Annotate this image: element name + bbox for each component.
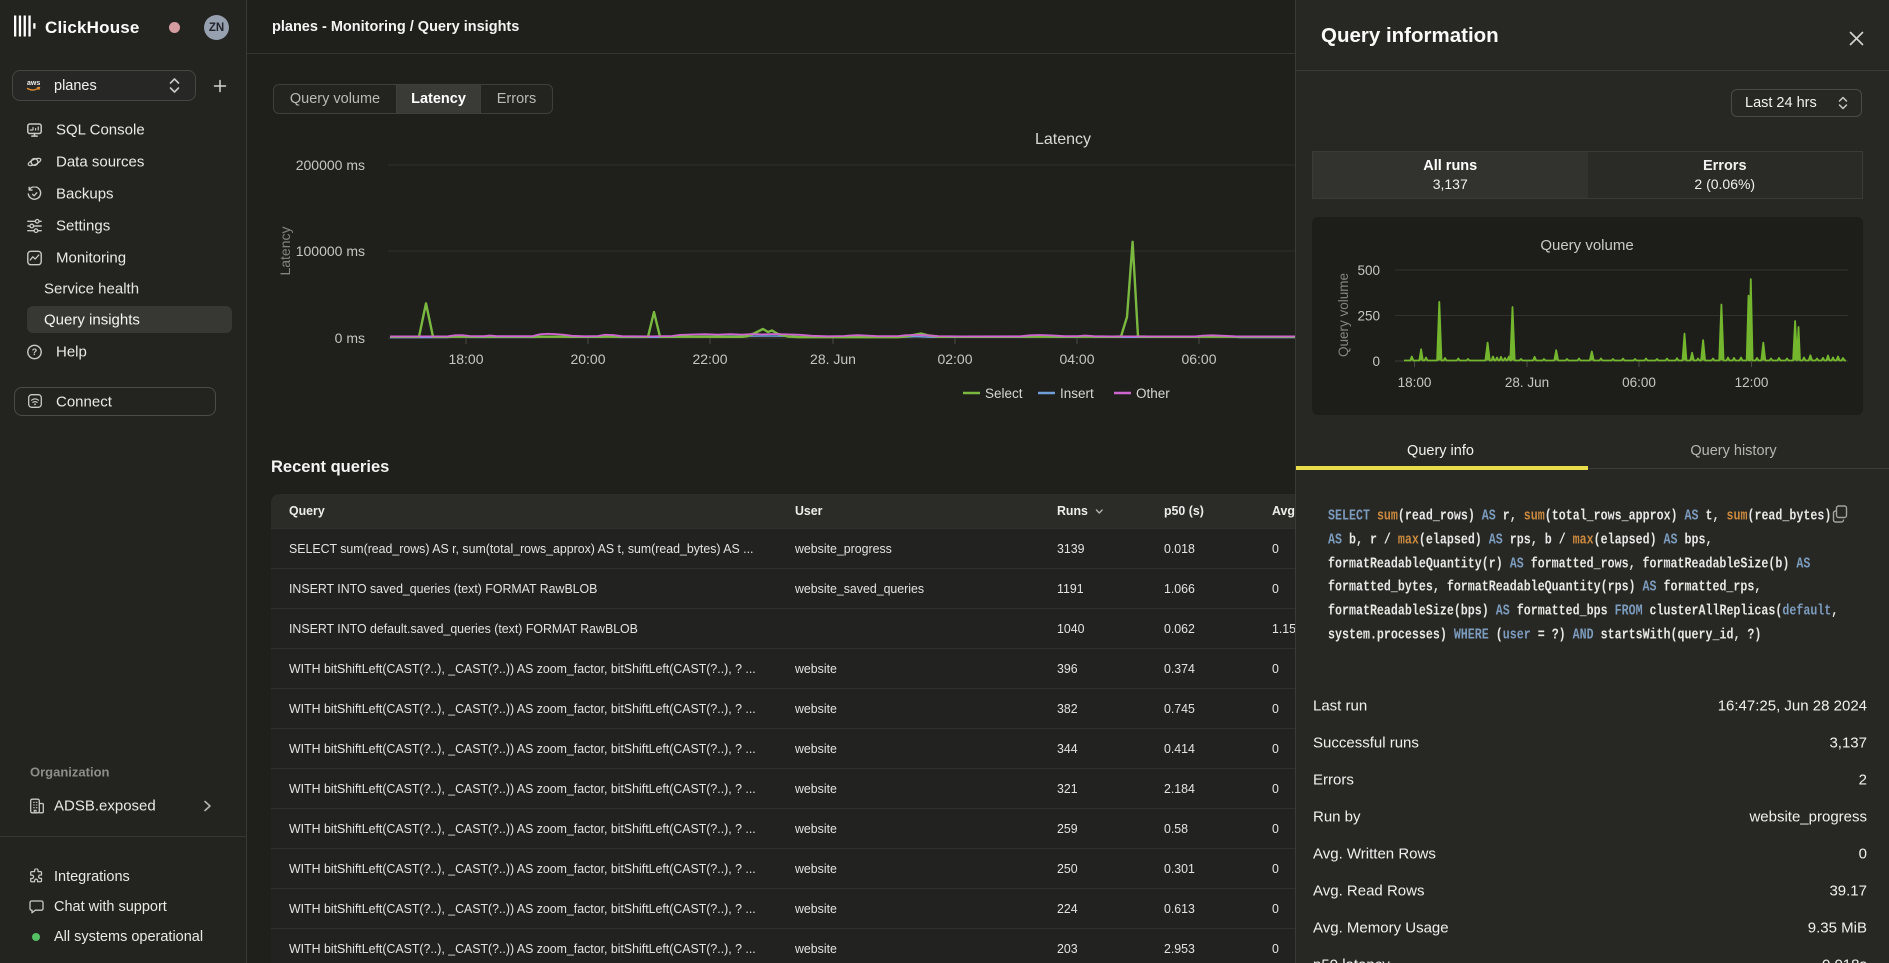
svg-text:Query volume: Query volume (1540, 237, 1633, 254)
svg-text:aws: aws (27, 80, 40, 87)
svg-text:Insert: Insert (1060, 386, 1094, 401)
svg-text:22:00: 22:00 (692, 351, 727, 367)
svg-text:20:00: 20:00 (570, 351, 605, 367)
svg-text:02:00: 02:00 (937, 351, 972, 367)
svg-text:250: 250 (1357, 309, 1380, 324)
svg-text:?: ? (32, 347, 38, 357)
svg-text:0: 0 (1372, 354, 1380, 369)
svg-text:12:00: 12:00 (1735, 375, 1769, 390)
svg-text:18:00: 18:00 (1398, 375, 1432, 390)
svg-text:04:00: 04:00 (1059, 351, 1094, 367)
svg-text:0 ms: 0 ms (335, 330, 365, 346)
svg-text:06:00: 06:00 (1181, 351, 1216, 367)
svg-text:500: 500 (1357, 263, 1380, 278)
svg-text:18:00: 18:00 (448, 351, 483, 367)
svg-text:100000 ms: 100000 ms (296, 243, 365, 259)
svg-text:06:00: 06:00 (1622, 375, 1656, 390)
svg-text:Other: Other (1136, 386, 1170, 401)
svg-text:Query volume: Query volume (1336, 273, 1351, 357)
svg-text:Latency: Latency (277, 226, 293, 275)
svg-text:Latency: Latency (1035, 131, 1091, 148)
svg-text:28. Jun: 28. Jun (1505, 375, 1549, 390)
svg-text:28. Jun: 28. Jun (810, 351, 856, 367)
svg-text:Select: Select (985, 386, 1023, 401)
svg-text:200000 ms: 200000 ms (296, 157, 365, 173)
